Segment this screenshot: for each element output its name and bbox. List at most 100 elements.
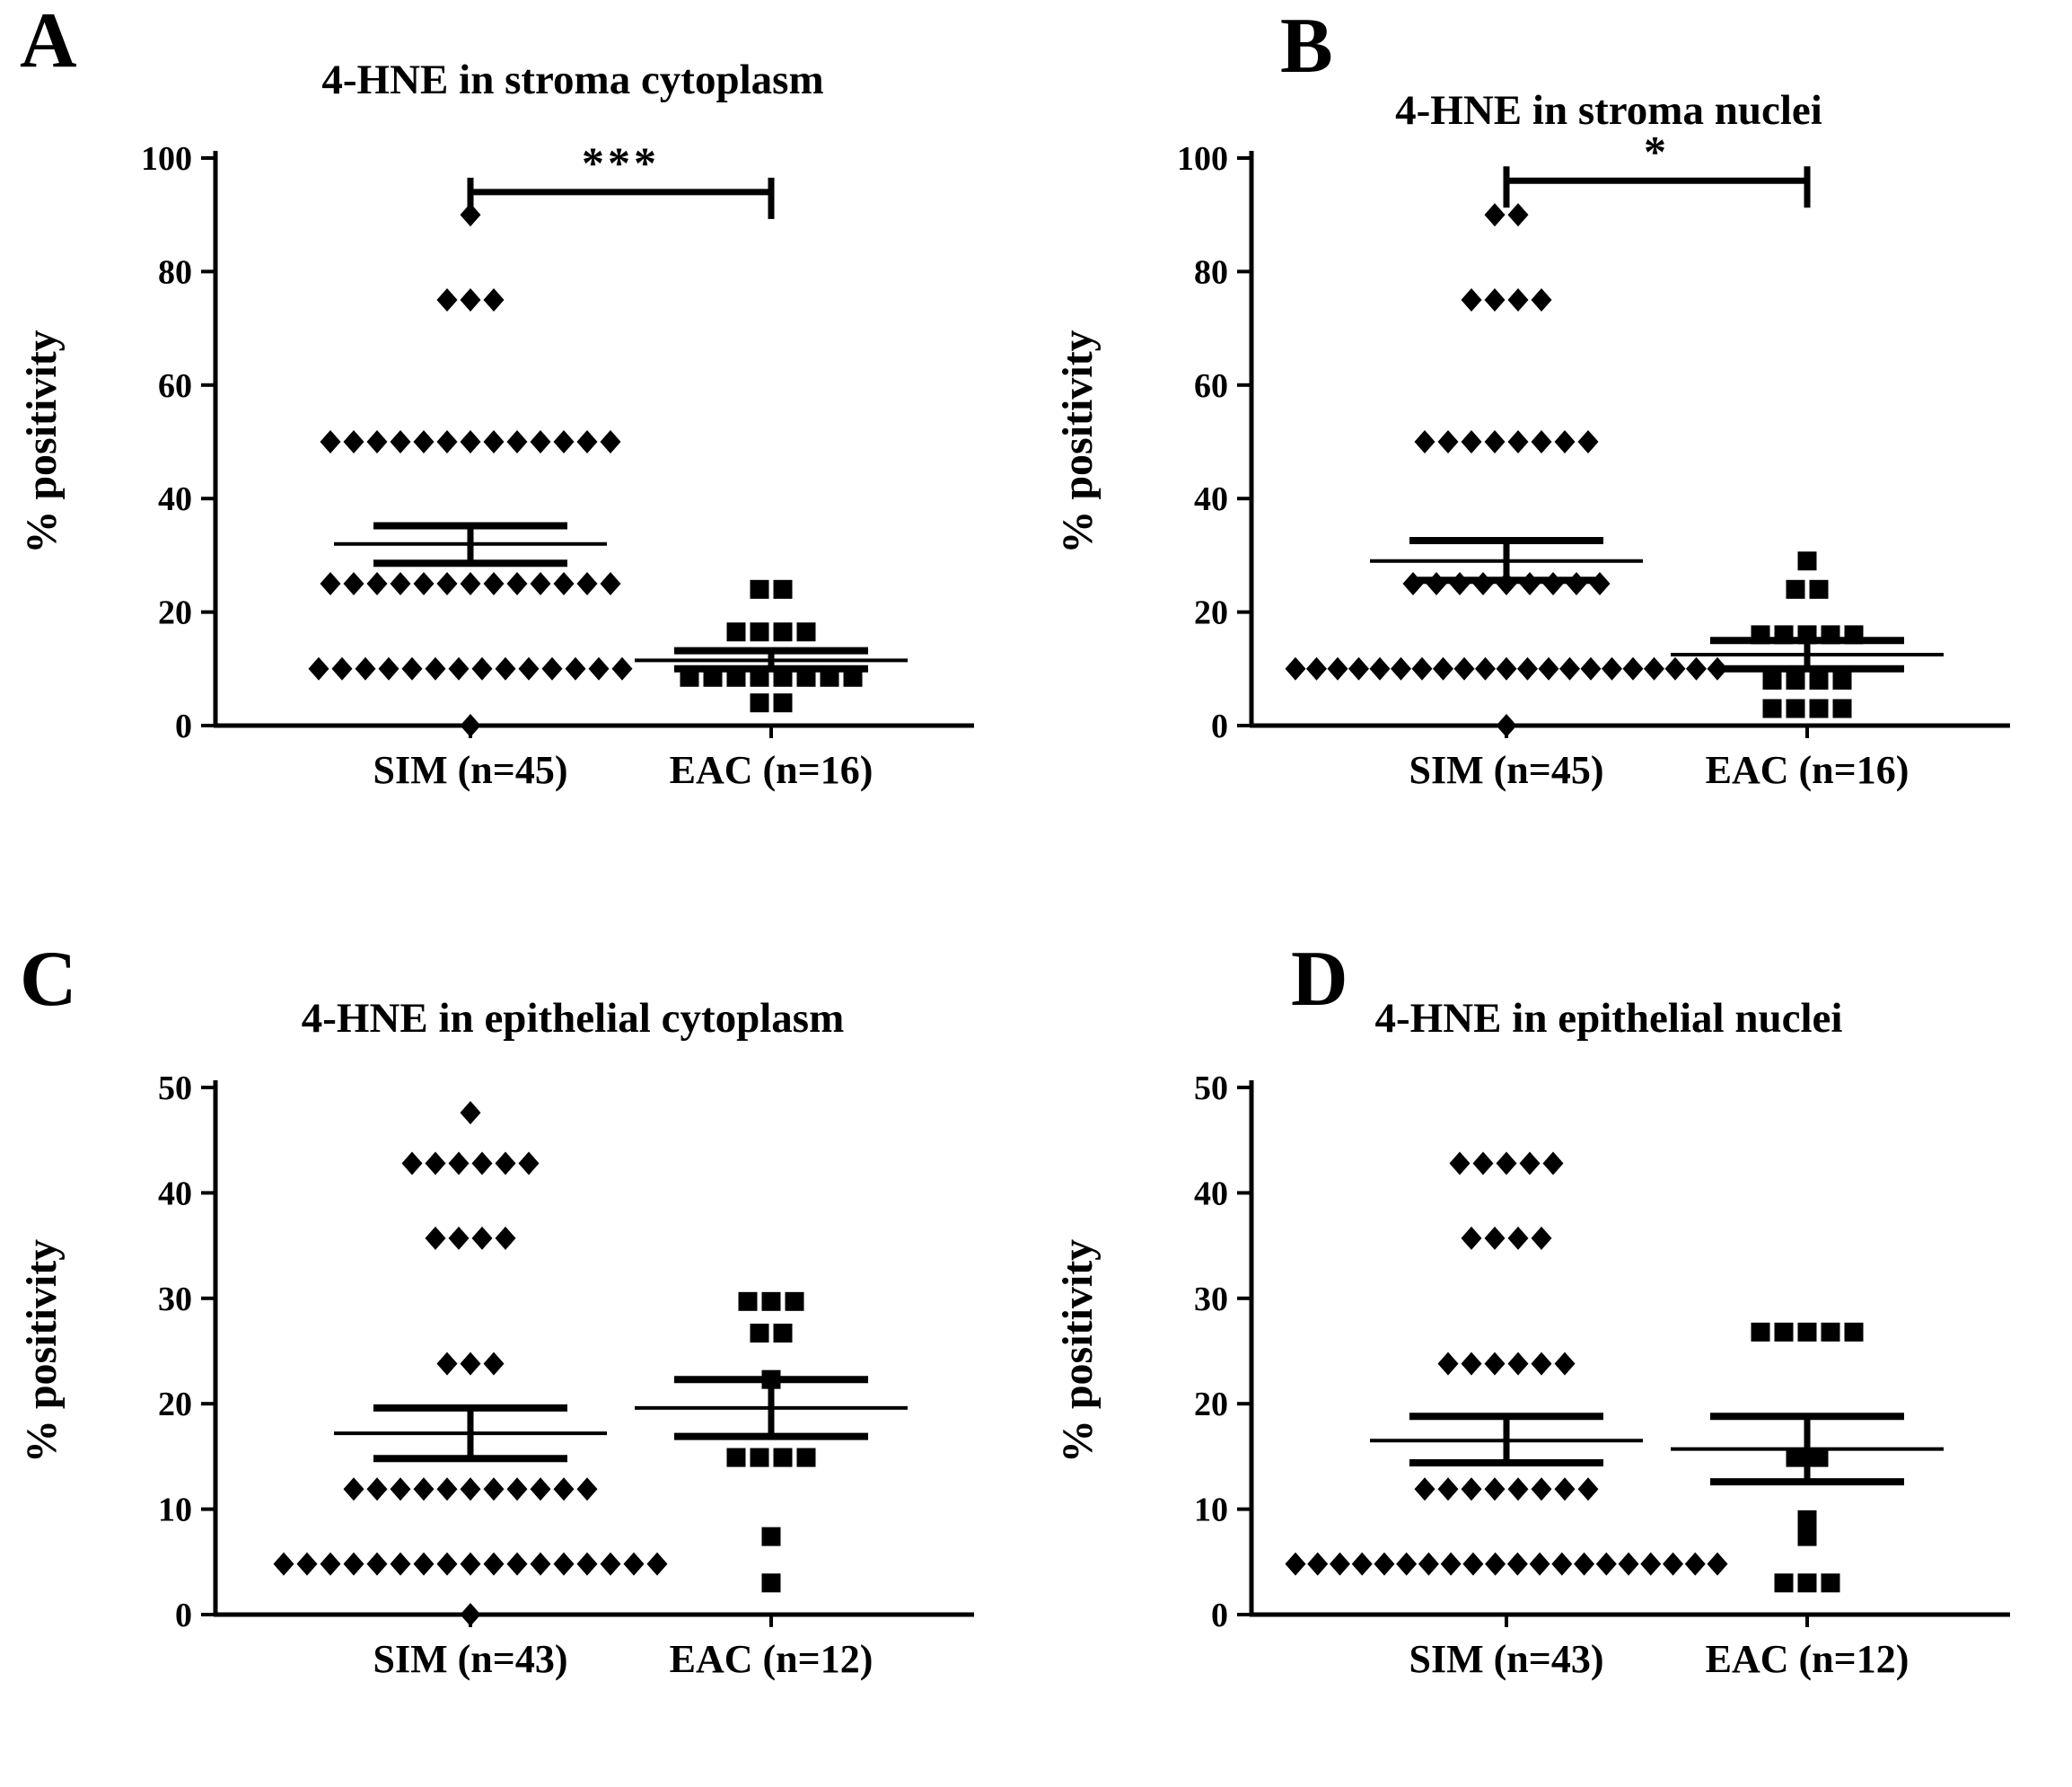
- data-point-square: [1751, 1322, 1770, 1342]
- data-point-diamond: [1531, 430, 1552, 453]
- data-point-square: [750, 622, 769, 642]
- data-point-diamond: [1484, 1351, 1506, 1376]
- data-point-diamond: [576, 1552, 598, 1576]
- data-point-square: [750, 1324, 769, 1343]
- data-point-diamond: [1461, 430, 1482, 453]
- data-point-diamond: [1433, 656, 1453, 681]
- data-point-diamond: [483, 288, 505, 312]
- significance-stars: *: [1644, 133, 1670, 176]
- data-point-diamond: [1437, 1351, 1459, 1376]
- y-axis-label: % positivity: [1054, 330, 1102, 553]
- panel-title: 4-HNE in epithelial cytoplasm: [301, 995, 845, 1042]
- data-point-diamond: [530, 572, 551, 595]
- data-point-square: [1821, 1322, 1840, 1342]
- y-tick-label: 100: [141, 140, 192, 178]
- data-point-diamond: [1285, 656, 1306, 681]
- data-point-diamond: [1506, 1552, 1528, 1576]
- data-point-square: [1797, 1527, 1817, 1546]
- data-point-diamond: [495, 1151, 516, 1175]
- data-point-square: [773, 1448, 793, 1467]
- data-point-diamond: [1554, 1477, 1576, 1501]
- data-point-diamond: [1707, 1552, 1728, 1576]
- data-point-square: [1797, 1573, 1817, 1593]
- y-tick-label: 0: [175, 708, 192, 745]
- data-point-diamond: [425, 656, 446, 681]
- data-point-diamond: [1622, 656, 1644, 681]
- data-point-diamond: [506, 572, 528, 595]
- data-point-diamond: [483, 1552, 505, 1576]
- significance-stars: ***: [582, 137, 660, 188]
- data-point-diamond: [425, 1151, 446, 1175]
- data-point-diamond: [1531, 288, 1552, 312]
- data-point-square: [1797, 1510, 1817, 1529]
- y-axis-label: % positivity: [18, 330, 66, 553]
- data-point-square: [796, 622, 816, 642]
- data-point-diamond: [506, 1552, 528, 1576]
- data-point-square: [726, 1448, 746, 1467]
- data-point-diamond: [390, 1477, 411, 1501]
- y-tick-label: 40: [158, 1175, 192, 1212]
- data-point-diamond: [413, 1477, 435, 1501]
- data-point-diamond: [1461, 1477, 1482, 1501]
- dot-plot-stroma-nuclei: 0 20 40 60 80 100 % positivity SIM (n=45) EAC (n…: [1054, 133, 2010, 792]
- y-tick-label: 20: [158, 594, 192, 632]
- data-point-square: [773, 667, 793, 687]
- data-point-diamond: [1461, 1351, 1482, 1376]
- data-point-diamond: [460, 1603, 481, 1626]
- data-point-diamond: [1507, 1351, 1529, 1376]
- data-point-diamond: [1686, 656, 1707, 681]
- data-point-diamond: [390, 572, 411, 595]
- data-point-diamond: [530, 1552, 551, 1576]
- data-point-square: [773, 693, 793, 713]
- data-point-diamond: [1542, 1151, 1564, 1175]
- data-point-diamond: [565, 656, 586, 681]
- y-tick-label: 10: [158, 1492, 192, 1529]
- data-point-diamond: [1507, 1477, 1529, 1501]
- data-point-diamond: [553, 430, 575, 453]
- data-point-diamond: [1577, 430, 1599, 453]
- data-point-diamond: [366, 572, 388, 595]
- data-point-diamond: [530, 430, 551, 453]
- y-axis-label: % positivity: [1054, 1239, 1102, 1463]
- data-point-diamond: [1663, 1552, 1684, 1576]
- y-tick-label: 50: [1194, 1070, 1228, 1107]
- data-point-diamond: [1391, 656, 1411, 681]
- data-point-diamond: [343, 430, 364, 453]
- data-point-diamond: [390, 430, 411, 453]
- panel-letter: D: [1291, 936, 1348, 1023]
- data-point-diamond: [273, 1552, 294, 1576]
- data-point-square: [843, 667, 863, 687]
- data-point-diamond: [1684, 1552, 1706, 1576]
- data-point-diamond: [541, 656, 563, 681]
- data-point-diamond: [401, 1151, 423, 1175]
- data-point-diamond: [518, 656, 540, 681]
- y-tick-label: 20: [1194, 594, 1228, 632]
- data-point-diamond: [1418, 1552, 1439, 1576]
- y-tick-label: 40: [1194, 1175, 1228, 1212]
- data-point-diamond: [343, 1477, 364, 1501]
- data-point-diamond: [646, 1552, 668, 1576]
- data-point-diamond: [355, 656, 376, 681]
- data-point-square: [1844, 1322, 1864, 1342]
- panel-title: 4-HNE in stroma cytoplasm: [321, 57, 824, 103]
- data-point-diamond: [1484, 288, 1506, 312]
- x-group-label: SIM (n=43): [373, 1637, 568, 1681]
- data-point-diamond: [471, 656, 493, 681]
- x-group-label: EAC (n=12): [1706, 1637, 1910, 1681]
- data-point-diamond: [436, 572, 458, 595]
- y-tick-label: 80: [1194, 253, 1228, 291]
- y-tick-label: 30: [1194, 1281, 1228, 1318]
- data-point-diamond: [1449, 1151, 1471, 1175]
- data-point-square: [796, 1448, 816, 1467]
- x-group-label: SIM (n=45): [1409, 748, 1604, 792]
- data-point-diamond: [460, 1552, 481, 1576]
- data-point-diamond: [553, 572, 575, 595]
- y-tick-label: 60: [1194, 367, 1228, 405]
- data-point-diamond: [1551, 1552, 1573, 1576]
- data-point-square: [1809, 579, 1829, 599]
- data-point-diamond: [1306, 656, 1327, 681]
- data-point-square: [1774, 1573, 1794, 1593]
- data-point-diamond: [1640, 1552, 1662, 1576]
- data-point-diamond: [1484, 1477, 1506, 1501]
- panel-title: 4-HNE in epithelial nuclei: [1374, 995, 1843, 1042]
